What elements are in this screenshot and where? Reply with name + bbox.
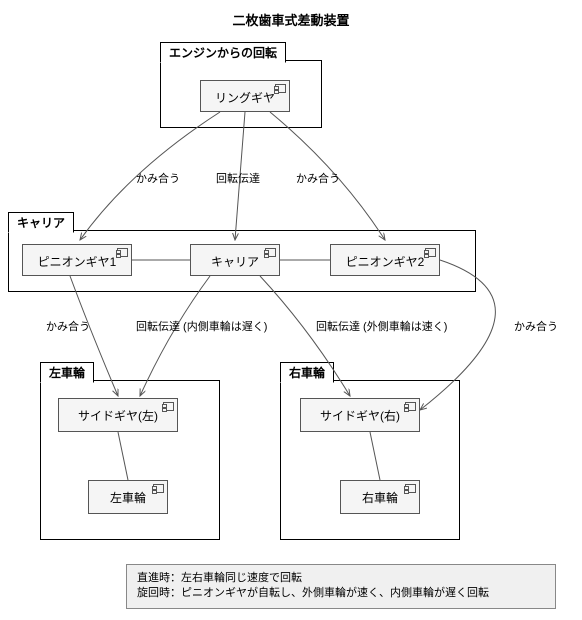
- edge-label-rot-inner: 回転伝達 (内側車輪は遅く): [136, 318, 267, 334]
- component-side-gear-left: サイドギヤ(左): [58, 398, 178, 432]
- edge-label-mesh-left: かみ合う: [46, 318, 90, 334]
- component-icon: [405, 402, 416, 411]
- diagram-title: 二枚歯車式差動装置: [0, 10, 582, 29]
- component-pinion1: ピニオンギヤ1: [22, 244, 132, 276]
- edge-label-mesh1: かみ合う: [136, 170, 180, 186]
- component-icon: [275, 84, 286, 93]
- edge-label-mesh2: かみ合う: [296, 170, 340, 186]
- edge-label-rot-outer: 回転伝達 (外側車輪は速く): [316, 318, 447, 334]
- package-left-wheel-label: 左車輪: [40, 362, 94, 383]
- component-side-gear-right: サイドギヤ(右): [300, 398, 420, 432]
- note-line2: 旋回時：ピニオンギヤが自転し、外側車輪が速く、内側車輪が遅く回転: [137, 586, 545, 601]
- ring-gear-label: リングギヤ: [215, 91, 275, 105]
- pinion2-label: ピニオンギヤ2: [346, 255, 425, 269]
- package-carrier-label: キャリア: [8, 212, 74, 233]
- component-carrier: キャリア: [190, 244, 280, 276]
- side-gear-right-label: サイドギヤ(右): [320, 409, 400, 423]
- component-icon: [163, 402, 174, 411]
- component-icon: [405, 484, 416, 493]
- package-engine-label: エンジンからの回転: [160, 42, 286, 63]
- note-box: 直進時：左右車輪同じ速度で回転 旋回時：ピニオンギヤが自転し、外側車輪が速く、内…: [126, 564, 556, 609]
- component-right-wheel: 右車輪: [340, 480, 420, 514]
- component-icon: [153, 484, 164, 493]
- edge-label-rot-trans: 回転伝達: [216, 170, 260, 186]
- right-wheel-label: 右車輪: [362, 491, 398, 505]
- component-icon: [117, 248, 128, 257]
- side-gear-left-label: サイドギヤ(左): [78, 409, 158, 423]
- component-ring-gear: リングギヤ: [200, 80, 290, 112]
- component-pinion2: ピニオンギヤ2: [330, 244, 440, 276]
- edge-label-mesh-right: かみ合う: [514, 318, 558, 334]
- component-icon: [425, 248, 436, 257]
- pinion1-label: ピニオンギヤ1: [38, 255, 117, 269]
- package-right-wheel-label: 右車輪: [280, 362, 334, 383]
- component-icon: [265, 248, 276, 257]
- note-line1: 直進時：左右車輪同じ速度で回転: [137, 571, 545, 586]
- carrier-label: キャリア: [211, 255, 259, 269]
- left-wheel-label: 左車輪: [110, 491, 146, 505]
- component-left-wheel: 左車輪: [88, 480, 168, 514]
